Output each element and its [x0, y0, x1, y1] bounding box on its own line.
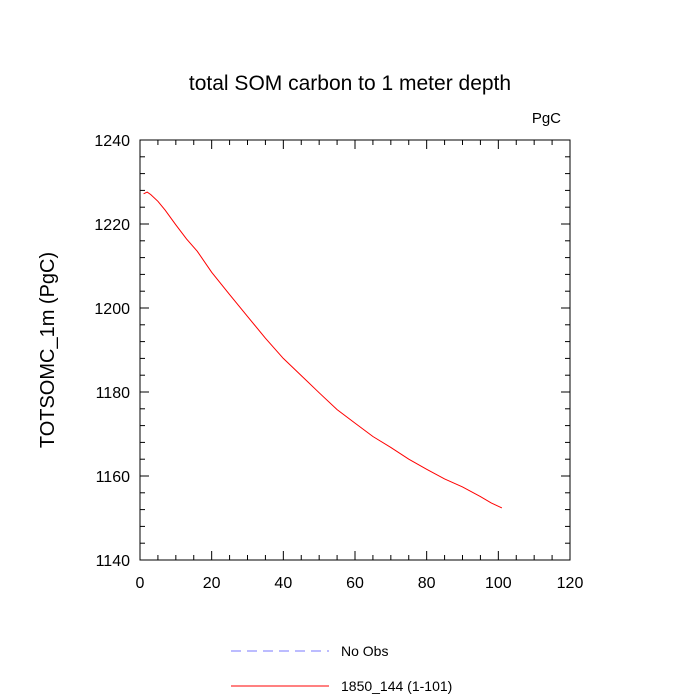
legend-label: 1850_144 (1-101)	[341, 678, 452, 694]
x-tick-label: 80	[418, 575, 436, 592]
chart-title: total SOM carbon to 1 meter depth	[189, 72, 511, 95]
series-line	[143, 191, 503, 509]
x-tick-label: 120	[557, 575, 584, 592]
x-tick-label: 0	[136, 575, 145, 592]
y-tick-label: 1220	[94, 217, 130, 234]
x-tick-label: 40	[274, 575, 292, 592]
x-tick-label: 20	[203, 575, 221, 592]
y-tick-label: 1200	[94, 301, 130, 318]
x-tick-label: 60	[346, 575, 364, 592]
y-tick-label: 1180	[96, 385, 131, 402]
y-tick-label: 1140	[96, 553, 131, 570]
plot-frame	[139, 139, 571, 561]
legend-label: No Obs	[341, 643, 388, 659]
units-label: PgC	[532, 110, 561, 127]
y-axis-label: TOTSOMC_1m (PgC)	[37, 252, 59, 448]
y-tick-label: 1240	[94, 133, 130, 150]
y-tick-label: 1160	[96, 469, 131, 486]
x-tick-label: 100	[485, 575, 512, 592]
